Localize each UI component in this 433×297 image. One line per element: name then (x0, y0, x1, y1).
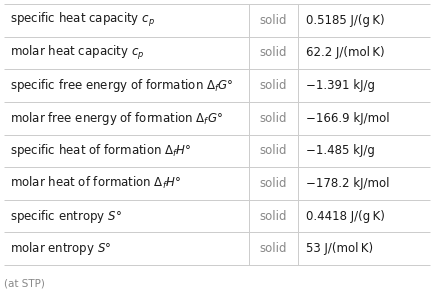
Text: solid: solid (260, 210, 287, 222)
Text: molar heat capacity $c_p$: molar heat capacity $c_p$ (10, 44, 145, 62)
Text: 62.2 J/(mol K): 62.2 J/(mol K) (306, 46, 385, 59)
Text: solid: solid (260, 242, 287, 255)
Text: solid: solid (260, 79, 287, 92)
Text: solid: solid (260, 14, 287, 27)
Text: −1.391 kJ/g: −1.391 kJ/g (306, 79, 375, 92)
Text: molar free energy of formation $\Delta_f G°$: molar free energy of formation $\Delta_f… (10, 110, 223, 127)
Text: molar heat of formation $\Delta_f H°$: molar heat of formation $\Delta_f H°$ (10, 176, 181, 192)
Text: specific heat capacity $c_p$: specific heat capacity $c_p$ (10, 11, 155, 29)
Text: specific heat of formation $\Delta_f H°$: specific heat of formation $\Delta_f H°$ (10, 142, 191, 159)
Text: molar entropy $S°$: molar entropy $S°$ (10, 240, 111, 257)
Text: solid: solid (260, 46, 287, 59)
Text: solid: solid (260, 112, 287, 125)
Text: solid: solid (260, 177, 287, 190)
Text: 0.4418 J/(g K): 0.4418 J/(g K) (306, 210, 385, 222)
Text: solid: solid (260, 144, 287, 157)
Text: 53 J/(mol K): 53 J/(mol K) (306, 242, 373, 255)
Text: −178.2 kJ/mol: −178.2 kJ/mol (306, 177, 389, 190)
Text: specific free energy of formation $\Delta_f G°$: specific free energy of formation $\Delt… (10, 77, 233, 94)
Text: 0.5185 J/(g K): 0.5185 J/(g K) (306, 14, 385, 27)
Text: specific entropy $S°$: specific entropy $S°$ (10, 208, 122, 225)
Text: −166.9 kJ/mol: −166.9 kJ/mol (306, 112, 390, 125)
Text: −1.485 kJ/g: −1.485 kJ/g (306, 144, 375, 157)
Text: (at STP): (at STP) (4, 279, 45, 289)
